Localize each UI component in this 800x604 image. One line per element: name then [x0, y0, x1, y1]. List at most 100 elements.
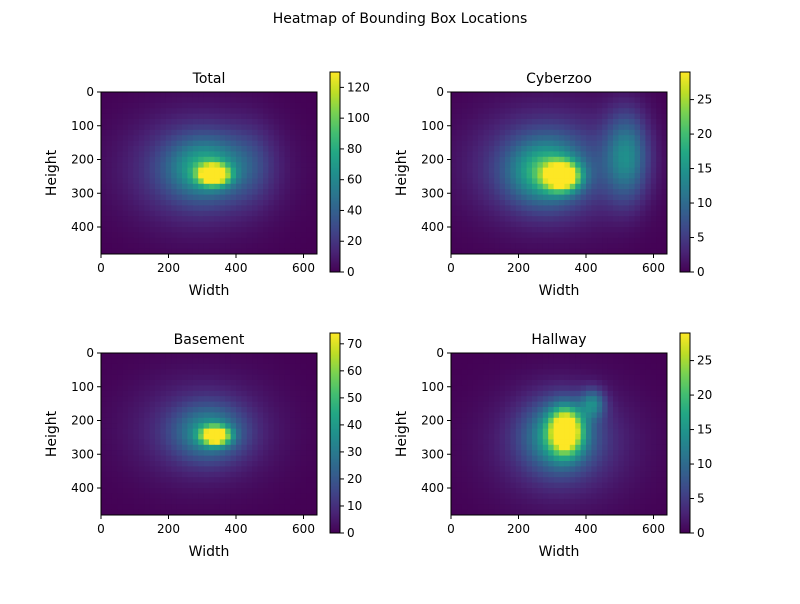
heatmap-cell: [635, 119, 641, 125]
heatmap-cell: [554, 151, 560, 157]
heatmap-cell: [478, 162, 484, 168]
heatmap-cell: [155, 412, 161, 418]
heatmap-cell: [101, 195, 107, 201]
heatmap-cell: [306, 477, 312, 483]
heatmap-cell: [306, 168, 312, 174]
heatmap-cell: [618, 385, 624, 391]
heatmap-cell: [559, 178, 565, 184]
heatmap-cell: [209, 450, 215, 456]
heatmap-cell: [586, 227, 592, 233]
heatmap-cell: [618, 157, 624, 163]
heatmap-cell: [128, 162, 134, 168]
heatmap-cell: [160, 402, 166, 408]
heatmap-cell: [231, 461, 237, 467]
heatmap-cell: [123, 108, 129, 114]
heatmap-cell: [220, 504, 226, 510]
heatmap-cell: [182, 243, 188, 249]
heatmap-cell: [263, 243, 269, 249]
heatmap-cell: [220, 407, 226, 413]
heatmap-cell: [225, 418, 231, 424]
heatmap-cell: [301, 499, 307, 505]
heatmap-cell: [478, 168, 484, 174]
heatmap-cell: [510, 407, 516, 413]
colorbar-tick-label: 20: [697, 127, 712, 141]
heatmap-cell: [225, 168, 231, 174]
heatmap-cell: [456, 157, 462, 163]
heatmap-cell: [252, 189, 258, 195]
heatmap-cell: [220, 103, 226, 109]
heatmap-cell: [597, 178, 603, 184]
heatmap-cell: [559, 146, 565, 152]
heatmap-cell: [139, 243, 145, 249]
heatmap-cell: [554, 407, 560, 413]
heatmap-cell: [483, 472, 489, 478]
heatmap-cell: [155, 146, 161, 152]
heatmap-cell: [559, 135, 565, 141]
heatmap-cell: [144, 103, 150, 109]
colorbar-tick-label: 15: [697, 162, 712, 176]
heatmap-cell: [214, 227, 220, 233]
heatmap-cell: [521, 184, 527, 190]
heatmap-cell: [527, 396, 533, 402]
heatmap-cell: [559, 238, 565, 244]
heatmap-cell: [478, 124, 484, 130]
heatmap-cell: [209, 92, 215, 98]
heatmap-cell: [177, 119, 183, 125]
heatmap-cell: [462, 353, 468, 359]
heatmap-cell: [597, 353, 603, 359]
heatmap-cell: [301, 391, 307, 397]
heatmap-cell: [160, 114, 166, 120]
heatmap-cell: [236, 418, 242, 424]
heatmap-cell: [290, 195, 296, 201]
heatmap-cell: [285, 108, 291, 114]
heatmap-cell: [483, 168, 489, 174]
heatmap-cell: [139, 227, 145, 233]
heatmap-cell: [155, 97, 161, 103]
heatmap-cell: [537, 375, 543, 381]
heatmap-cell: [112, 232, 118, 238]
heatmap-cell: [629, 232, 635, 238]
heatmap-cell: [532, 200, 538, 206]
heatmap-cell: [516, 380, 522, 386]
heatmap-cell: [451, 391, 457, 397]
heatmap-cell: [608, 157, 614, 163]
heatmap-cell: [133, 238, 139, 244]
heatmap-cell: [290, 119, 296, 125]
heatmap-cell: [258, 483, 264, 489]
heatmap-cell: [602, 151, 608, 157]
heatmap-cell: [586, 103, 592, 109]
heatmap-cell: [166, 178, 172, 184]
heatmap-cell: [285, 141, 291, 147]
heatmap-cell: [478, 477, 484, 483]
heatmap-cell: [570, 472, 576, 478]
heatmap-cell: [532, 162, 538, 168]
heatmap-cell: [554, 103, 560, 109]
heatmap-cell: [231, 488, 237, 494]
heatmap-cell: [451, 162, 457, 168]
heatmap-cell: [290, 504, 296, 510]
heatmap-cell: [554, 385, 560, 391]
heatmap-cell: [220, 157, 226, 163]
heatmap-cell: [656, 439, 662, 445]
heatmap-cell: [564, 200, 570, 206]
heatmap-cell: [456, 200, 462, 206]
heatmap-cell: [198, 108, 204, 114]
heatmap-cell: [274, 493, 280, 499]
heatmap-cell: [510, 141, 516, 147]
heatmap-cell: [209, 456, 215, 462]
heatmap-cell: [182, 375, 188, 381]
heatmap-cell: [467, 369, 473, 375]
heatmap-cell: [155, 119, 161, 125]
heatmap-cell: [247, 130, 253, 136]
heatmap-cell: [285, 375, 291, 381]
heatmap-cell: [263, 227, 269, 233]
heatmap-cell: [150, 461, 156, 467]
heatmap-cell: [241, 412, 247, 418]
heatmap-cell: [258, 450, 264, 456]
heatmap-cell: [290, 211, 296, 217]
heatmap-cell: [128, 124, 134, 130]
heatmap-cell: [537, 146, 543, 152]
heatmap-cell: [139, 445, 145, 451]
heatmap-cell: [204, 151, 210, 157]
heatmap-cell: [656, 173, 662, 179]
